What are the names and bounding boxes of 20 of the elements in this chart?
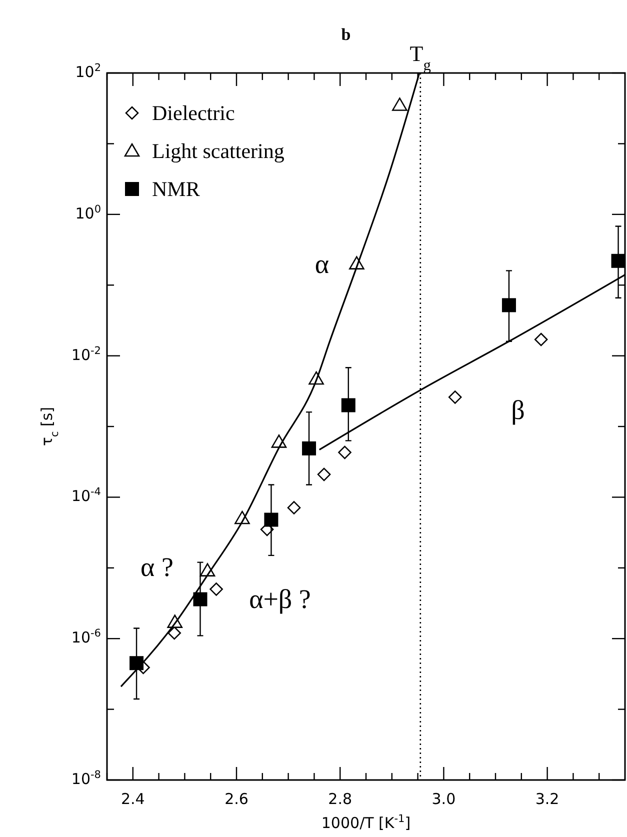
- y-tick-label: 10$^{-8}$: [71, 769, 101, 788]
- legend-label: NMR: [152, 177, 200, 201]
- y-tick-label: 10$^{0}$: [75, 203, 101, 222]
- annotation: β: [511, 395, 525, 426]
- annotation: α ?: [140, 552, 174, 582]
- x-tick-label: 2.4: [120, 790, 145, 808]
- x-tick-label: 2.6: [224, 790, 248, 808]
- x-tick-label: 3.0: [432, 790, 456, 808]
- chart-title: b: [341, 25, 351, 44]
- legend-label: Dielectric: [152, 101, 235, 125]
- x-axis-title: 1000/T [K$^{-1}$]: [321, 813, 411, 832]
- x-tick-label: 2.8: [328, 790, 352, 808]
- y-tick-label: 10$^{-4}$: [71, 486, 102, 506]
- legend-label: Light scattering: [152, 139, 285, 163]
- annotation: α+β ?: [249, 584, 311, 614]
- annotation: α: [314, 249, 330, 280]
- x-tick-label: 3.2: [535, 790, 560, 808]
- y-tick-label: 10$^{-6}$: [71, 628, 102, 647]
- y-tick-label: 10$^{-2}$: [71, 344, 101, 364]
- y-tick-label: 10$^{2}$: [75, 62, 101, 81]
